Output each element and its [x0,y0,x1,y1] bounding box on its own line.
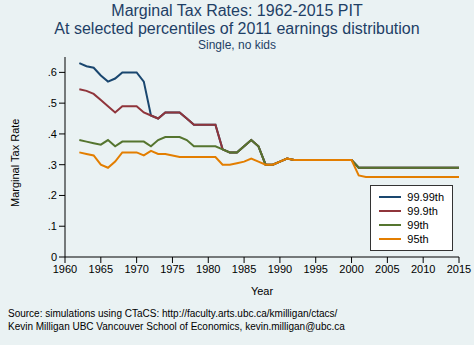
svg-text:1985: 1985 [232,263,256,275]
svg-text:Year: Year [251,285,274,297]
svg-text:Marginal Tax Rate: Marginal Tax Rate [9,119,21,207]
html-text:Marginal Tax Rates: 1962-2015: Marginal Tax Rates: 1962-2015 PIT [111,2,363,19]
svg-text:2015: 2015 [447,263,466,275]
svg-text:.2: .2 [48,189,57,201]
svg-text:.5: .5 [48,97,57,109]
svg-text:1965: 1965 [89,263,113,275]
svg-text:2005: 2005 [375,263,399,275]
svg-text:.1: .1 [48,220,57,232]
svg-text:1990: 1990 [268,263,292,275]
svg-text:2000: 2000 [339,263,363,275]
svg-text:1980: 1980 [196,263,220,275]
svg-text:.3: .3 [48,159,57,171]
html-text:99.99th: 99.99th [407,191,444,203]
html-text:99.9th: 99.9th [407,205,438,217]
svg-text:1995: 1995 [303,263,327,275]
html-text:99th: 99th [407,219,429,231]
svg-text:0: 0 [51,251,57,263]
html-text:At selected percentiles of 201: At selected percentiles of 2011 earnings… [54,20,420,37]
svg-text:.6: .6 [48,66,57,78]
svg-text:1960: 1960 [53,263,77,275]
svg-text:.4: .4 [48,128,57,140]
html-text:Source: simulations using CTaC: Source: simulations using CTaCS: http://… [8,308,338,319]
svg-text:1975: 1975 [160,263,184,275]
html-text:Kevin Milligan UBC Vancouver S: Kevin Milligan UBC Vancouver School of E… [8,321,345,332]
html-text:Single, no kids: Single, no kids [198,38,276,52]
svg-text:2010: 2010 [411,263,435,275]
html-text:95th: 95th [407,233,429,245]
svg-text:1970: 1970 [124,263,148,275]
